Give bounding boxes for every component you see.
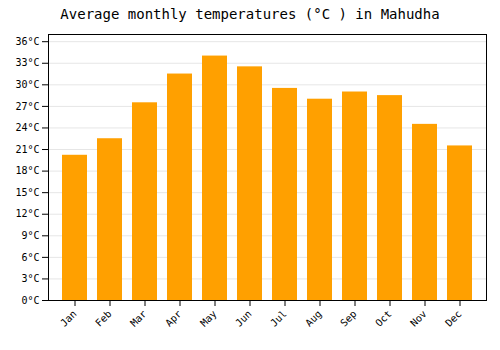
svg-text:Dec: Dec [443, 308, 464, 329]
svg-text:18°C: 18°C [15, 165, 39, 176]
svg-text:6°C: 6°C [21, 252, 39, 263]
svg-text:Sep: Sep [338, 308, 359, 329]
svg-text:33°C: 33°C [15, 57, 39, 68]
svg-text:30°C: 30°C [15, 79, 39, 90]
svg-text:Jun: Jun [233, 308, 254, 329]
svg-text:27°C: 27°C [15, 101, 39, 112]
svg-text:21°C: 21°C [15, 144, 39, 155]
svg-text:0°C: 0°C [21, 295, 39, 306]
svg-text:Aug: Aug [303, 308, 324, 329]
svg-text:3°C: 3°C [21, 273, 39, 284]
svg-text:24°C: 24°C [15, 122, 39, 133]
svg-text:Jul: Jul [268, 308, 289, 329]
html-text:Average monthly temperatures (: Average monthly temperatures (°C ) in Ma… [60, 6, 440, 22]
svg-text:Jan: Jan [58, 308, 79, 329]
svg-text:9°C: 9°C [21, 230, 39, 241]
svg-text:Nov: Nov [408, 308, 429, 329]
svg-text:Feb: Feb [93, 308, 114, 329]
svg-text:12°C: 12°C [15, 208, 39, 219]
svg-text:Apr: Apr [163, 308, 184, 329]
svg-text:Mar: Mar [128, 308, 149, 329]
svg-text:15°C: 15°C [15, 187, 39, 198]
svg-text:36°C: 36°C [15, 36, 39, 47]
svg-text:May: May [198, 308, 219, 329]
svg-text:Oct: Oct [373, 308, 394, 329]
